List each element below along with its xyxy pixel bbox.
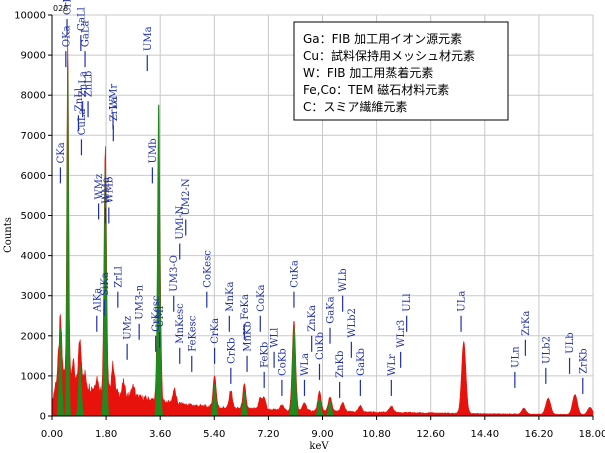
peak-marker-layer bbox=[59, 19, 584, 398]
x-tick-label: 18.00 bbox=[579, 429, 605, 440]
peak-label: ZrLa bbox=[109, 97, 120, 121]
peak-label: UMl-N bbox=[175, 205, 186, 239]
peak-label: CuLa bbox=[77, 109, 88, 136]
corner-label: 028 bbox=[53, 4, 68, 13]
peak-label: CuKb bbox=[315, 332, 326, 360]
peak-label: WLb2 bbox=[347, 308, 358, 338]
peak-label: WMa bbox=[101, 177, 112, 204]
peak-label: ZrKb bbox=[578, 348, 589, 374]
y-tick-label: 10000 bbox=[14, 11, 46, 22]
peak-label: CoKb bbox=[277, 348, 288, 376]
x-tick-label: 14.40 bbox=[470, 429, 499, 440]
peak-label: UMz bbox=[123, 316, 134, 340]
legend-item-w: W：FIB 加工用蒸着元素 bbox=[303, 65, 433, 80]
x-tick-label: 12.60 bbox=[416, 429, 445, 440]
x-tick-label: 10.80 bbox=[362, 429, 391, 440]
peak-label: MnKesc bbox=[175, 303, 186, 344]
axis-layer: 0 1000 2000 3000 4000 5000 6000 7000 8000 9000 100… bbox=[14, 11, 605, 441]
x-tick-label: 1.80 bbox=[95, 429, 117, 440]
peak-label: UMb bbox=[148, 138, 159, 163]
peak-label: AlKa bbox=[92, 288, 103, 313]
legend-item-ga: Ga：FIB 加工用イオン源元素 bbox=[303, 32, 462, 46]
y-tick-label: 3000 bbox=[21, 291, 46, 302]
peak-label: WLb bbox=[338, 268, 349, 291]
peak-label: ULa bbox=[457, 291, 468, 312]
peak-label: GaKa bbox=[326, 296, 337, 323]
peak-label: ZrKa bbox=[521, 311, 532, 336]
peak-label: OKa bbox=[61, 25, 72, 47]
peak-label: WLl bbox=[270, 328, 281, 348]
peak-label: CKa bbox=[56, 142, 67, 163]
y-tick-label: 1000 bbox=[21, 371, 46, 382]
x-axis-title: keV bbox=[309, 441, 329, 452]
x-tick-label: 3.60 bbox=[149, 429, 171, 440]
peak-label: ZnKb bbox=[335, 351, 346, 378]
peak-label: CoKesc bbox=[202, 250, 213, 288]
x-tick-label: 9.00 bbox=[311, 429, 333, 440]
peak-label: CuKa bbox=[289, 260, 300, 288]
y-tick-label: 2000 bbox=[21, 331, 46, 342]
peak-label: CrLl bbox=[63, 0, 74, 15]
peak-label: CoKa bbox=[256, 285, 267, 312]
peak-label: SiKa bbox=[100, 272, 111, 296]
y-axis-title: Counts bbox=[3, 217, 14, 253]
peak-label: ULb2 bbox=[541, 336, 552, 364]
peak-label: UM3-O bbox=[169, 255, 180, 292]
peak-label: WMb bbox=[104, 177, 115, 204]
peak-label: WMr bbox=[109, 84, 120, 110]
peak-label: ZnLl bbox=[74, 88, 85, 111]
x-tick-label: 7.20 bbox=[257, 429, 279, 440]
peak-label: FeKb bbox=[260, 342, 271, 368]
peak-label: UM2-N bbox=[181, 178, 192, 215]
peak-label: WLr bbox=[387, 354, 398, 376]
peak-label: ZnKa bbox=[307, 305, 318, 332]
peak-label: ULn bbox=[510, 346, 521, 368]
legend-item-cu: Cu：試料保持用メッシュ材元素 bbox=[303, 48, 475, 63]
y-tick-label: 8000 bbox=[21, 91, 46, 102]
peak-label: ULl bbox=[402, 293, 413, 311]
y-tick-label: 7000 bbox=[21, 131, 46, 142]
legend-item-fe-co: Fe,Co：TEM 磁石材料元素 bbox=[303, 82, 449, 97]
peak-label: CrKb bbox=[226, 338, 237, 364]
peak-label: ZrLl bbox=[113, 266, 124, 288]
peak-label: CrKesc bbox=[151, 295, 162, 332]
x-tick-label: 5.40 bbox=[203, 429, 225, 440]
legend-item-c: C：スミア繊維元素 bbox=[303, 100, 407, 114]
peak-label: FeKa bbox=[240, 294, 251, 320]
peak-label: WLa bbox=[300, 353, 311, 376]
peak-label: UMa bbox=[143, 26, 154, 51]
peak-label: GaLa bbox=[81, 21, 92, 48]
y-tick-label: 4000 bbox=[21, 251, 46, 262]
y-tick-label: 9000 bbox=[21, 51, 46, 62]
peak-label: WLr3 bbox=[396, 320, 407, 348]
peak-label: FeKesc bbox=[187, 315, 198, 352]
legend-box: Ga：FIB 加工用イオン源元素 Cu：試料保持用メッシュ材元素 W：FIB 加… bbox=[293, 21, 509, 121]
peak-label: UM3-n bbox=[135, 284, 146, 319]
peak-label: GaKb bbox=[356, 348, 367, 376]
peak-label: MnKb bbox=[243, 321, 254, 352]
x-tick-label: 0.00 bbox=[41, 429, 63, 440]
peak-label: ULb bbox=[565, 332, 576, 353]
peak-label: MnKa bbox=[225, 282, 236, 312]
peak-label: ZnLb bbox=[84, 71, 95, 97]
y-tick-label: 5000 bbox=[21, 211, 46, 222]
peak-label: GaLl bbox=[76, 7, 87, 31]
peak-label: WMz bbox=[94, 174, 105, 200]
y-tick-label: 0 bbox=[40, 412, 46, 423]
x-tick-label: 16.20 bbox=[525, 429, 554, 440]
peak-label: ZnLa bbox=[78, 71, 89, 97]
peak-label-layer: CKaOKaCrLlGaLlGaLaZnLlCuLaZnLaZnLbZrLaWM… bbox=[56, 0, 589, 378]
peak-label: UMl bbox=[155, 306, 166, 328]
y-tick-label: 6000 bbox=[21, 171, 46, 182]
peak-label: CrKa bbox=[210, 318, 221, 344]
